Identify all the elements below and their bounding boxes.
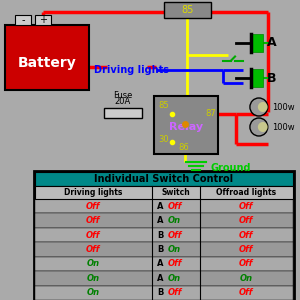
- Text: Off: Off: [239, 231, 253, 240]
- Bar: [35, 242, 292, 257]
- Text: B: B: [157, 245, 164, 254]
- Text: Relay: Relay: [169, 122, 203, 132]
- Text: Off: Off: [86, 216, 100, 225]
- Text: Off: Off: [239, 216, 253, 225]
- Text: A: A: [267, 37, 276, 50]
- Text: 30: 30: [158, 136, 169, 145]
- Text: Battery: Battery: [18, 56, 76, 70]
- Text: B: B: [157, 288, 164, 297]
- Text: A: A: [157, 274, 164, 283]
- Text: 86: 86: [178, 143, 189, 152]
- Text: Off: Off: [86, 202, 100, 211]
- Text: Off: Off: [168, 260, 182, 268]
- Text: Off: Off: [86, 245, 100, 254]
- Text: A: A: [157, 202, 164, 211]
- Text: Fuse: Fuse: [113, 91, 133, 100]
- Text: On: On: [87, 288, 100, 297]
- Text: Off: Off: [239, 245, 253, 254]
- Text: Off: Off: [239, 202, 253, 211]
- Bar: [35, 271, 292, 286]
- Text: On: On: [168, 216, 181, 225]
- Bar: [251, 34, 263, 52]
- Text: A: A: [157, 216, 164, 225]
- Text: 20A: 20A: [115, 98, 131, 106]
- Text: 87: 87: [206, 110, 217, 118]
- Text: Off: Off: [168, 231, 182, 240]
- Text: -: -: [21, 15, 25, 25]
- Text: Switch: Switch: [161, 188, 190, 197]
- Bar: [34, 171, 294, 300]
- Bar: [15, 15, 31, 25]
- Text: Off: Off: [168, 288, 182, 297]
- Text: Individual Switch Control: Individual Switch Control: [94, 174, 233, 184]
- Text: Off: Off: [239, 288, 253, 297]
- Text: 85: 85: [181, 5, 194, 15]
- Text: Ground: Ground: [210, 163, 251, 173]
- Text: Off: Off: [168, 202, 182, 211]
- Text: Offroad lights: Offroad lights: [216, 188, 276, 197]
- Text: 100w: 100w: [272, 103, 294, 112]
- Bar: [5, 25, 89, 90]
- Bar: [35, 257, 292, 271]
- Bar: [35, 186, 292, 199]
- Text: On: On: [168, 245, 181, 254]
- Text: A: A: [157, 260, 164, 268]
- Text: Driving lights: Driving lights: [64, 188, 123, 197]
- Text: B: B: [267, 71, 276, 85]
- Text: 85: 85: [158, 101, 169, 110]
- Text: On: On: [240, 274, 253, 283]
- Bar: [35, 199, 292, 213]
- Text: On: On: [87, 260, 100, 268]
- Text: B: B: [157, 231, 164, 240]
- Bar: [35, 213, 292, 228]
- Bar: [251, 69, 263, 87]
- Text: On: On: [168, 274, 181, 283]
- Bar: [35, 172, 292, 186]
- Bar: [104, 108, 142, 118]
- Text: On: On: [87, 274, 100, 283]
- Circle shape: [250, 98, 268, 116]
- Text: 100w: 100w: [272, 122, 294, 131]
- Bar: [35, 15, 51, 25]
- Text: +: +: [39, 15, 46, 25]
- Text: Off: Off: [239, 260, 253, 268]
- Text: Off: Off: [86, 231, 100, 240]
- Bar: [35, 228, 292, 242]
- Circle shape: [250, 118, 268, 136]
- Text: Driving lights: Driving lights: [94, 65, 169, 75]
- Bar: [35, 286, 292, 300]
- Circle shape: [258, 122, 268, 132]
- Circle shape: [258, 102, 268, 112]
- Bar: [154, 96, 218, 154]
- Bar: [164, 2, 211, 18]
